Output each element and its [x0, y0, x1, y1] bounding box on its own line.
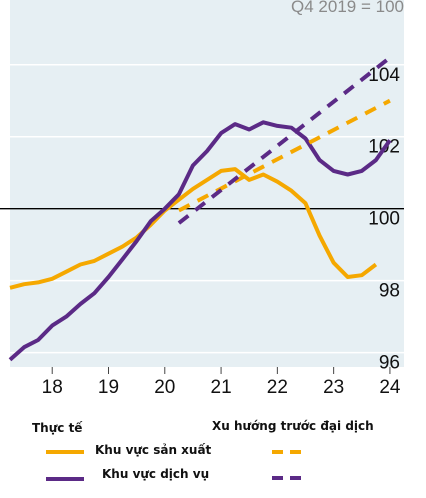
- y-tick-label-98: 98: [379, 281, 400, 302]
- legend-label-manufacturing: Khu vực sản xuất: [95, 443, 212, 457]
- legend-swatch-manufacturing-actual: [46, 450, 84, 454]
- series-line-2-trend: [177, 98, 391, 213]
- x-tick-label-20: 20: [154, 377, 175, 398]
- legend-header-actual: Thực tế: [32, 421, 83, 435]
- x-tick-label-21: 21: [211, 377, 232, 398]
- x-tick-label-18: 18: [42, 377, 63, 398]
- series-line-0-actual: [9, 167, 378, 290]
- x-tick-label-23: 23: [323, 377, 344, 398]
- legend-label-services: Khu vực dịch vụ: [102, 467, 210, 481]
- legend-swatch-services-actual: [46, 477, 84, 481]
- y-tick-label-96: 96: [379, 353, 400, 374]
- x-tick-label-22: 22: [267, 377, 288, 398]
- y-tick-label-104: 104: [368, 65, 400, 86]
- x-tick-label-24: 24: [379, 377, 401, 398]
- y-tick-label-100: 100: [368, 209, 400, 230]
- x-tick-label-19: 19: [98, 377, 119, 398]
- unit-label: Q4 2019 = 100: [291, 0, 404, 16]
- series-line-3-trend: [177, 56, 392, 225]
- series-line-1-actual: [8, 120, 392, 362]
- legend-header-trend: Xu hướng trước đại dịch: [212, 419, 374, 433]
